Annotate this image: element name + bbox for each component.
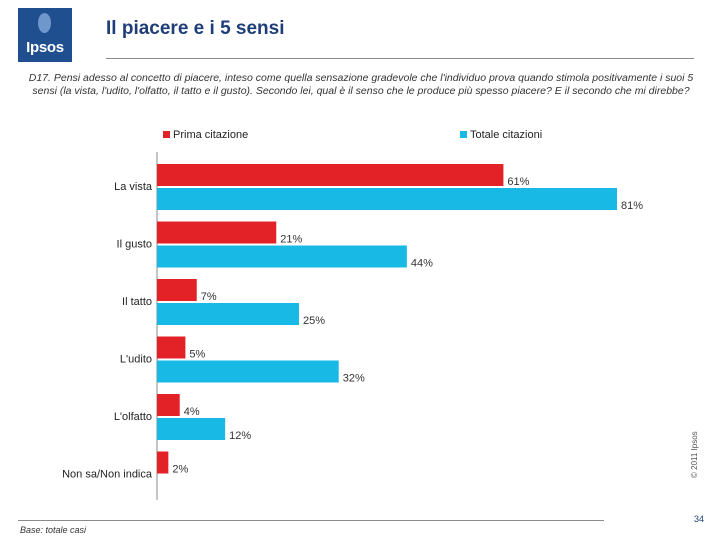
category-label-il-tatto: Il tatto [122, 296, 152, 308]
bar-prima-citazione-il-tatto [157, 279, 197, 301]
page-number: 34 [694, 514, 705, 524]
data-label-totale-citazioni-il-tatto: 25% [303, 315, 325, 327]
bar-prima-citazione-la-vista [157, 164, 504, 186]
logo-mark-icon [38, 13, 51, 33]
data-label-prima-citazione-il-gusto: 21% [280, 234, 302, 246]
data-label-prima-citazione-non-sa-non-indica: 2% [172, 464, 188, 476]
bar-totale-citazioni-l-olfatto [157, 418, 226, 440]
bar-prima-citazione-non-sa-non-indica [157, 451, 169, 474]
category-label-l-olfatto: L'olfatto [114, 411, 152, 423]
data-label-totale-citazioni-la-vista: 81% [621, 200, 643, 212]
data-label-prima-citazione-il-tatto: 7% [201, 291, 217, 303]
category-label-la-vista: La vista [114, 181, 153, 193]
legend-swatch-prima-citazione [163, 131, 170, 138]
category-label-non-sa-non-indica: Non sa/Non indica [62, 469, 153, 481]
data-label-totale-citazioni-l-udito: 32% [343, 373, 365, 385]
copyright-note: © 2011 Ipsos [690, 431, 699, 478]
bar-prima-citazione-l-udito [157, 336, 186, 359]
data-label-prima-citazione-l-udito: 5% [189, 349, 205, 361]
logo-text: Ipsos [26, 39, 64, 56]
question-text: D17. Pensi adesso al concetto di piacere… [28, 72, 694, 97]
legend-swatch-totale-citazioni [460, 131, 467, 138]
page-title: Il piacere e i 5 sensi [106, 18, 285, 39]
base-note: Base: totale casi [20, 525, 87, 535]
category-label-l-udito: L'udito [120, 354, 152, 366]
data-label-totale-citazioni-il-gusto: 44% [411, 258, 433, 270]
category-label-il-gusto: Il gusto [117, 239, 152, 251]
bar-totale-citazioni-il-gusto [157, 245, 407, 268]
footer-divider [18, 520, 604, 521]
data-label-prima-citazione-la-vista: 61% [507, 176, 529, 188]
data-label-totale-citazioni-l-olfatto: 12% [229, 430, 251, 442]
bar-totale-citazioni-la-vista [157, 188, 617, 210]
legend-label-totale-citazioni: Totale citazioni [470, 129, 542, 141]
legend-label-prima-citazione: Prima citazione [173, 129, 248, 141]
bar-prima-citazione-l-olfatto [157, 394, 180, 416]
bar-totale-citazioni-il-tatto [157, 303, 299, 325]
bar-totale-citazioni-l-udito [157, 360, 339, 383]
data-label-prima-citazione-l-olfatto: 4% [184, 406, 200, 418]
bar-prima-citazione-il-gusto [157, 221, 277, 244]
ipsos-logo: Ipsos [18, 8, 72, 62]
title-divider [106, 58, 694, 59]
